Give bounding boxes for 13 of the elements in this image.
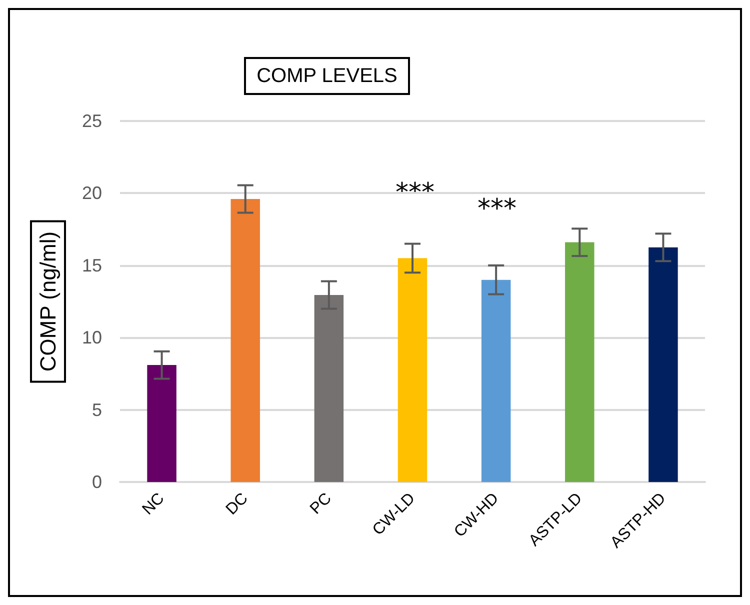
y-tick-label: 10 — [82, 328, 102, 348]
annotation: *** — [396, 178, 434, 208]
x-tick-label: DC — [223, 490, 252, 518]
y-tick-label: 0 — [92, 472, 102, 492]
y-tick-label: 25 — [82, 111, 102, 131]
y-tick-label: 15 — [82, 255, 102, 276]
chart-title: COMP LEVELS — [256, 65, 398, 87]
x-tick-label: NC — [139, 490, 168, 518]
y-axis-title: COMP (ng/ml) — [36, 231, 60, 372]
y-tick-label: 20 — [82, 183, 102, 204]
y-tick-label: 5 — [92, 400, 102, 420]
x-tick-label: PC — [307, 490, 335, 518]
annotation: *** — [478, 194, 516, 224]
